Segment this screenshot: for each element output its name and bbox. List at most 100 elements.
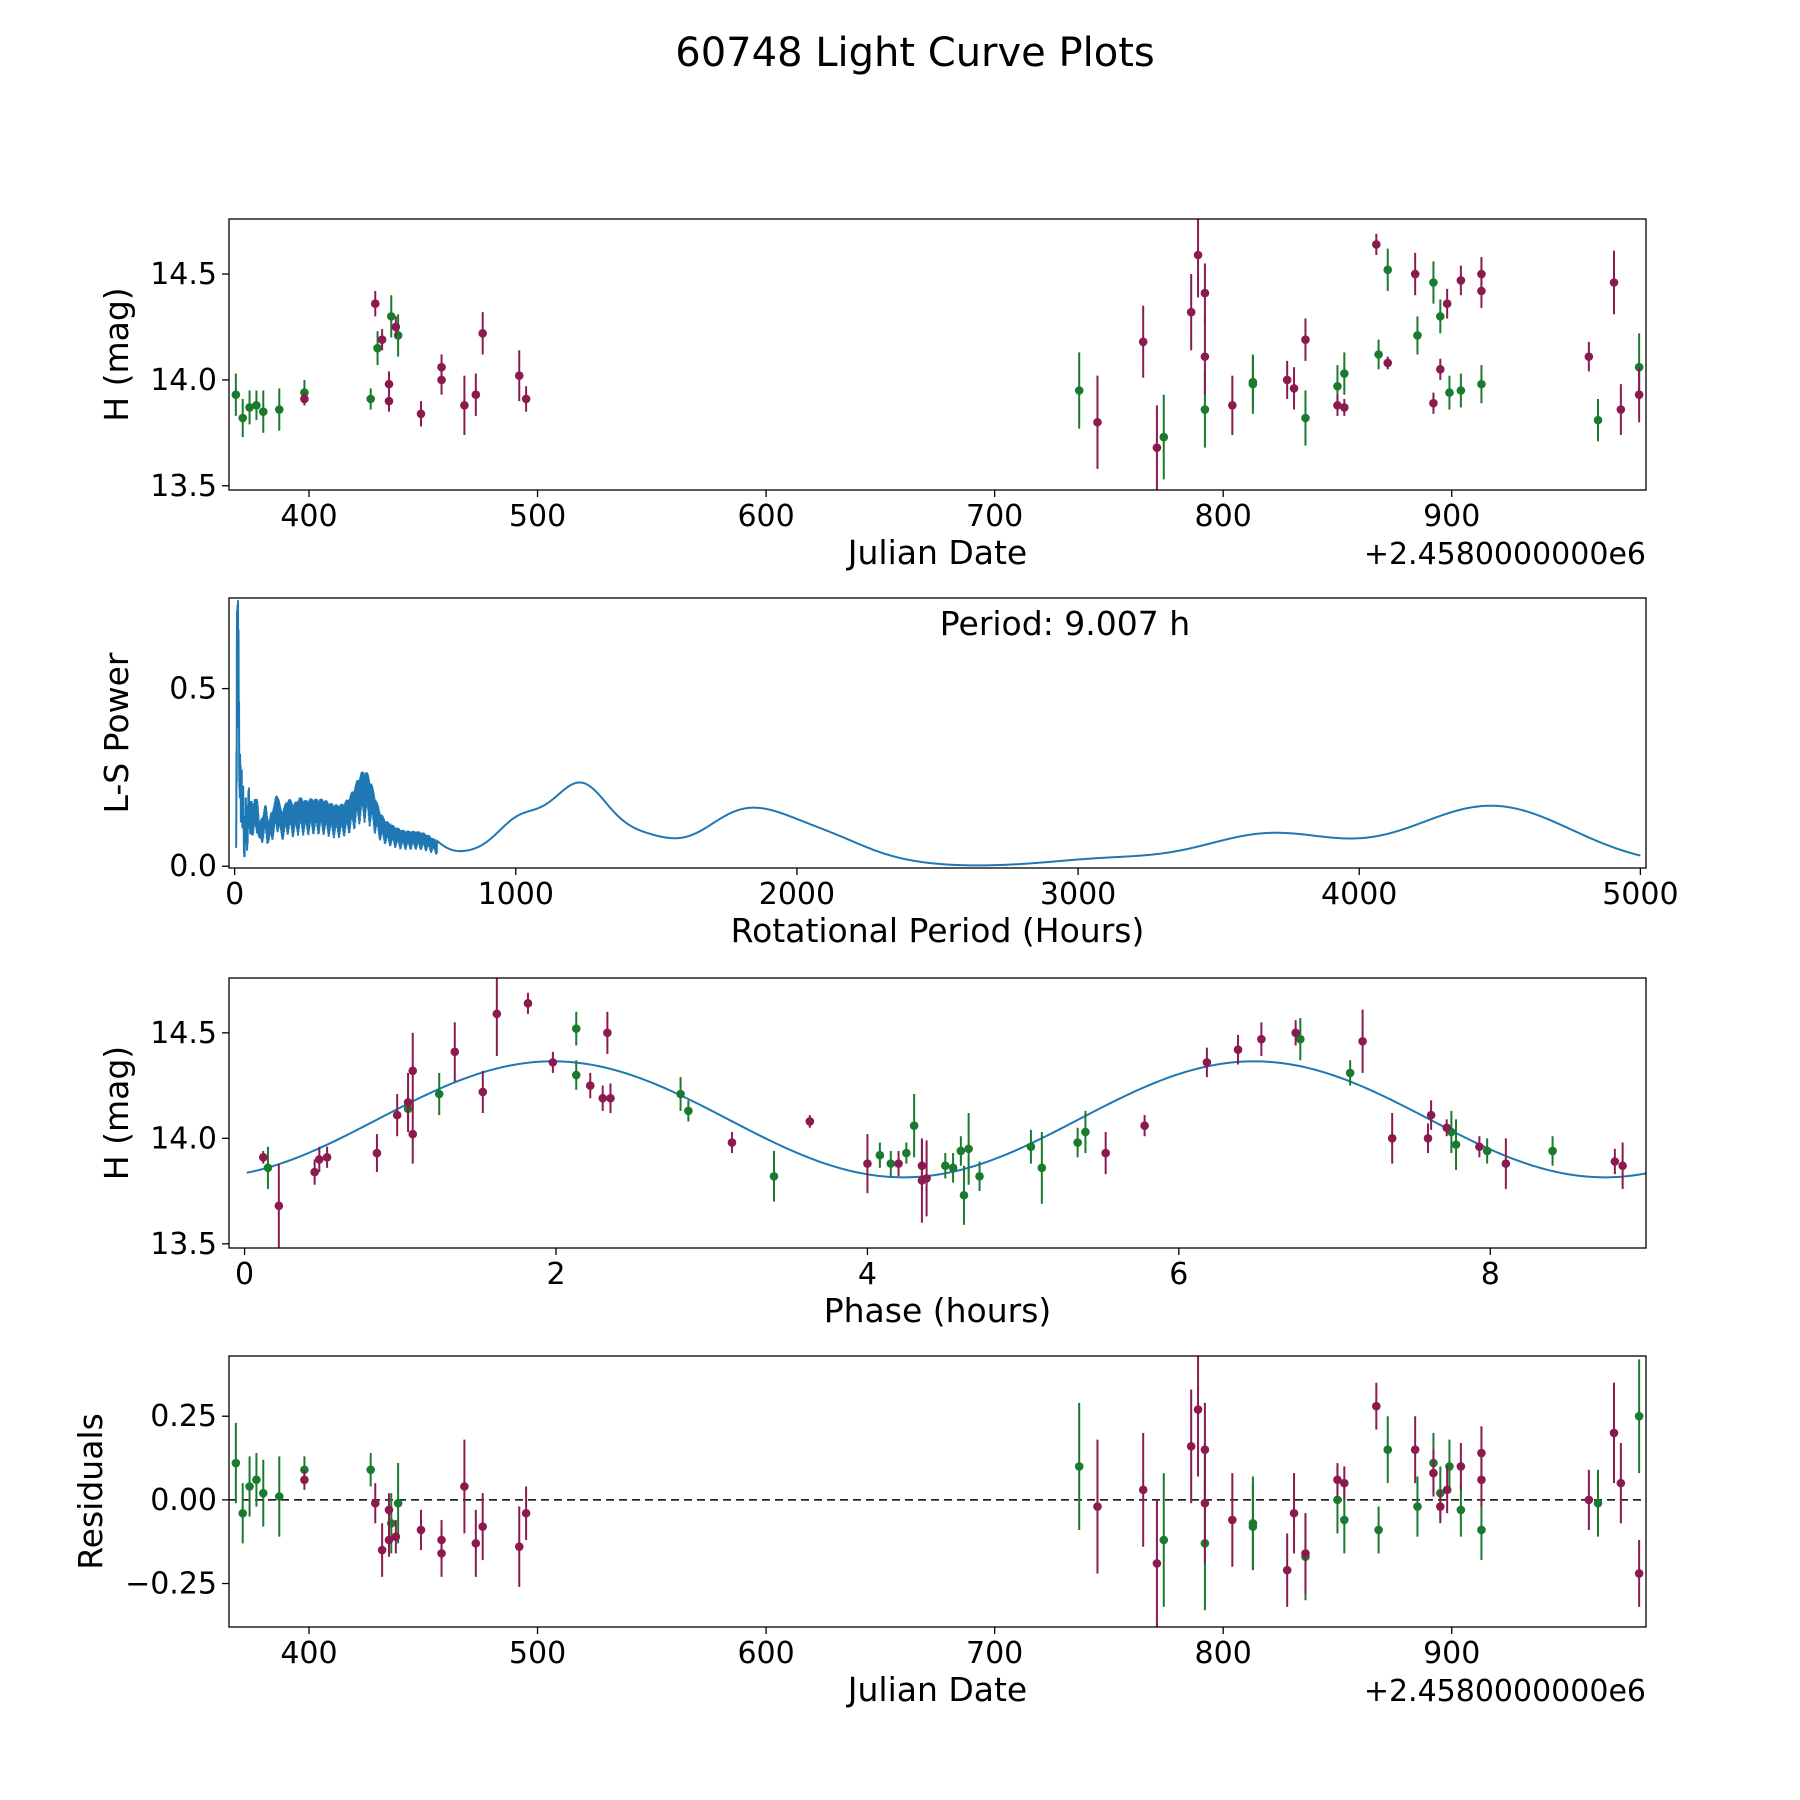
lightcurve-maroon-point (1616, 405, 1626, 414)
residuals-maroon-point (1200, 1498, 1210, 1508)
lightcurve-green-point (252, 401, 261, 410)
phased-green-point (875, 1150, 885, 1160)
residuals-maroon-point (377, 1545, 387, 1555)
phased-maroon-point (1442, 1123, 1451, 1133)
lightcurve-maroon-point (1333, 401, 1342, 410)
lightcurve-maroon-point (1200, 288, 1210, 298)
residuals-maroon-point (471, 1539, 481, 1548)
residuals-green-point (258, 1488, 268, 1498)
phased-green-point (684, 1106, 693, 1116)
phased-xtick-label: 4 (858, 1257, 877, 1292)
residuals-maroon-point (1410, 1445, 1420, 1454)
lightcurve-ytick-label: 14.5 (150, 257, 217, 292)
phased-green-point (676, 1089, 685, 1099)
phased-maroon-point (408, 1129, 418, 1139)
lightcurve-x-offset-label: +2.4580000000e6 (1364, 537, 1646, 572)
residuals-maroon-point (1289, 1508, 1299, 1518)
periodogram-panel: 0 1000 2000 3000 4000 5000 0.0 0.5 Rotational Pe… (97, 597, 1679, 950)
residuals-green-point (1634, 1411, 1644, 1421)
periodogram-ytick-label: 0.5 (169, 672, 217, 707)
lightcurve-maroon-point (1477, 286, 1486, 296)
periodogram-frame (228, 597, 1647, 869)
residuals-green-point (393, 1498, 403, 1508)
phased-green-point (1482, 1146, 1492, 1156)
lightcurve-green-point (258, 407, 268, 416)
phased-maroon-point (1257, 1034, 1266, 1044)
residuals-maroon-point (1152, 1559, 1162, 1568)
lightcurve-data-layer (231, 219, 1644, 490)
lightcurve-green-point (1374, 350, 1383, 359)
phased-green-point (1081, 1127, 1090, 1137)
phased-green-point (975, 1171, 984, 1181)
phased-maroon-point (603, 1028, 612, 1038)
phased-panel: 0 2 4 6 8 13.5 14.0 14.5 Phase (hours) H (mag) (97, 977, 1647, 1330)
lightcurve-green-point (1593, 415, 1603, 425)
residuals-x-offset-label: +2.4580000000e6 (1364, 1674, 1646, 1709)
lightcurve-green-point (1340, 369, 1349, 378)
residuals-ytick-label: −0.25 (125, 1567, 217, 1602)
lightcurve-maroon-point (471, 390, 481, 400)
lightcurve-xtick-label: 800 (1195, 499, 1252, 534)
periodogram-xtick-label: 4000 (1321, 877, 1397, 912)
lightcurve-green-point (373, 343, 382, 353)
periodogram-xtick-label: 2000 (759, 877, 835, 912)
residuals-green-point (231, 1458, 241, 1468)
residuals-maroon-point (1340, 1478, 1349, 1488)
lightcurve-xlabel: Julian Date (846, 533, 1028, 572)
phased-maroon-point (922, 1174, 931, 1183)
phased-green-point (1345, 1068, 1355, 1078)
lightcurve-maroon-point (1456, 276, 1466, 285)
lightcurve-maroon-point (391, 322, 401, 332)
phased-green-point (1026, 1142, 1036, 1152)
lightcurve-maroon-point (1429, 398, 1438, 408)
phased-maroon-point (894, 1159, 903, 1168)
lightcurve-green-point (1456, 386, 1466, 395)
periodogram-ytick-label: 0.0 (169, 849, 217, 884)
residuals-green-point (366, 1465, 376, 1475)
residuals-green-point (1456, 1505, 1466, 1515)
phased-green-point (1073, 1138, 1082, 1147)
phased-xtick-label: 8 (1481, 1257, 1500, 1292)
residuals-maroon-point (1634, 1569, 1644, 1578)
lightcurve-maroon-point (1228, 401, 1237, 410)
phased-green-point (902, 1148, 911, 1158)
lightcurve-maroon-point (1301, 335, 1310, 344)
periodogram-xlabel: Rotational Period (Hours) (731, 911, 1145, 950)
phased-maroon-point (310, 1167, 319, 1177)
phased-maroon-point (315, 1155, 324, 1164)
residuals-green-point (300, 1465, 309, 1475)
lightcurve-green-point (1429, 278, 1438, 287)
residuals-maroon-point (1372, 1401, 1381, 1411)
lightcurve-maroon-point (1584, 352, 1594, 361)
phased-maroon-point (1610, 1157, 1620, 1166)
residuals-maroon-point (1584, 1495, 1594, 1505)
lightcurve-maroon-point (1193, 250, 1203, 260)
residuals-maroon-point (1429, 1468, 1438, 1478)
residuals-maroon-point (1282, 1565, 1292, 1575)
residuals-green-point (252, 1475, 261, 1485)
residuals-xtick-label: 600 (737, 1636, 794, 1671)
phased-ytick-label: 13.5 (150, 1227, 217, 1262)
phased-green-point (571, 1070, 581, 1080)
periodogram-ylabel: L-S Power (97, 652, 136, 813)
lightcurve-green-point (366, 394, 376, 404)
phased-maroon-point (408, 1066, 418, 1076)
lightcurve-maroon-point (1383, 358, 1393, 368)
residuals-green-point (238, 1508, 248, 1518)
phased-green-point (956, 1146, 966, 1156)
residuals-green-point (1593, 1498, 1603, 1508)
residuals-xtick-label: 400 (280, 1636, 337, 1671)
residuals-green-point (1413, 1502, 1422, 1511)
lightcurve-maroon-point (514, 371, 524, 380)
lightcurve-maroon-point (1186, 307, 1196, 317)
periodogram-power-line (235, 600, 1641, 867)
residuals-panel: 400 500 600 700 800 900 −0.25 0.00 0.25 Julian Da… (71, 1355, 1647, 1709)
phased-maroon-point (372, 1148, 382, 1158)
residuals-ytick-label: 0.25 (150, 1399, 217, 1434)
lightcurve-ytick-label: 14.0 (150, 363, 217, 398)
phased-maroon-point (1501, 1159, 1511, 1168)
residuals-maroon-point (1456, 1462, 1466, 1471)
residuals-maroon-point (370, 1498, 380, 1508)
residuals-maroon-point (1186, 1442, 1196, 1451)
lightcurve-green-point (231, 390, 241, 400)
